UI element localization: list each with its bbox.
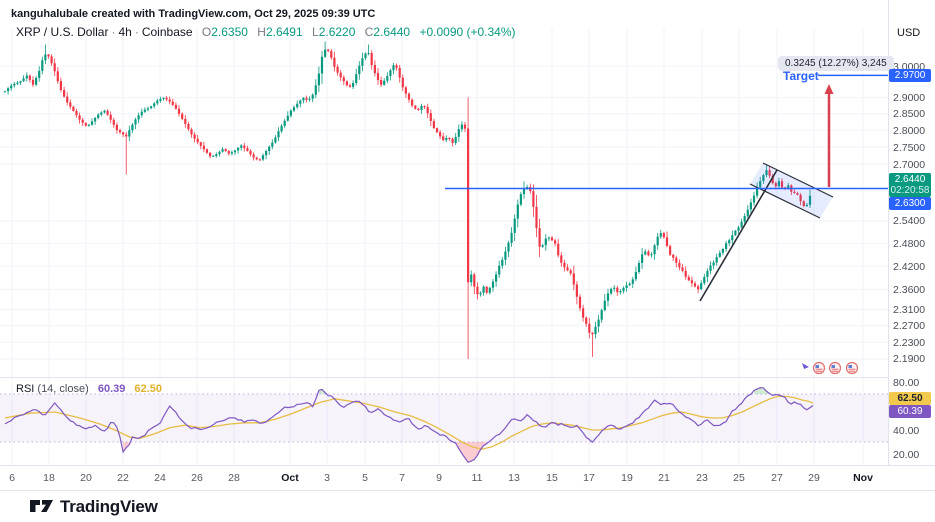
symbol-legend[interactable]: XRP / U.S. Dollar · 4h · Coinbase O2.6350 H2…	[16, 25, 516, 39]
axis-tick-label: 2.8000	[893, 124, 926, 137]
axis-tick-label: 9	[436, 472, 442, 484]
axis-tick-label: 2.2700	[893, 320, 926, 333]
rsi-ma-value: 62.50	[134, 383, 162, 395]
axis-tick-label: 2.5400	[893, 215, 926, 228]
axis-tick-label: 27	[771, 472, 783, 484]
axis-tick-label: 2.1900	[893, 353, 926, 366]
high-value: 2.6491	[265, 25, 303, 39]
low-value: 2.6220	[318, 25, 356, 39]
axis-tick-label: 2.7500	[893, 141, 926, 154]
axis-tick-label: 2.3100	[893, 303, 926, 316]
axis-tick-label: Oct	[281, 472, 299, 484]
axis-tick-label: 3	[324, 472, 330, 484]
rsi-legend[interactable]: RSI (14, close) 60.39 62.50	[16, 383, 162, 395]
axis-tick-label: 7	[399, 472, 405, 484]
measure-stats-badge[interactable]: 0.3245 (12.27%) 3,245	[778, 56, 894, 71]
close-value: 2.6440	[373, 25, 411, 39]
axis-tick-label: 25	[733, 472, 745, 484]
axis-tick-label: 15	[546, 472, 558, 484]
axis-tick-label: 19	[621, 472, 633, 484]
tradingview-logo[interactable]: TradingView	[30, 497, 158, 517]
axis-tick-label: 2.4200	[893, 260, 926, 273]
axis-tick-label: Nov	[853, 472, 873, 484]
axis-tick-label: 5	[362, 472, 368, 484]
axis-tick-label: 2.9000	[893, 92, 926, 105]
axis-tick-label: 2.7000	[893, 158, 926, 171]
axis-tick-label: 20.00	[893, 448, 920, 461]
axis-tick-label: 2.3600	[893, 283, 926, 296]
axis-tick-label: 26	[191, 472, 203, 484]
axis-tick-label: 23	[696, 472, 708, 484]
axis-tick-label: 17	[583, 472, 595, 484]
target-label[interactable]: Target	[783, 69, 819, 83]
exchange-label: Coinbase	[141, 25, 193, 39]
change-value: +0.0090 (+0.34%)	[419, 25, 516, 39]
price-badge-support: 2.6300	[889, 196, 931, 210]
high-label: H	[257, 25, 266, 39]
attribution-text: kanguhalubale created with TradingView.c…	[11, 8, 376, 20]
axis-tick-label: 24	[154, 472, 166, 484]
open-value: 2.6350	[211, 25, 248, 39]
brand-name: TradingView	[60, 497, 158, 516]
axis-tick-label: 80.00	[893, 376, 920, 389]
axis-tick-label: 2.8500	[893, 108, 926, 121]
axis-tick-label: 2.4800	[893, 237, 926, 250]
symbol-name: XRP / U.S. Dollar	[16, 25, 109, 39]
open-label: O	[201, 25, 212, 39]
axis-tick-label: 18	[43, 472, 55, 484]
axis-tick-label: 40.00	[893, 424, 920, 437]
axis-tick-label: 22	[117, 472, 129, 484]
close-label: C	[364, 25, 374, 39]
axis-tick-label: 21	[658, 472, 670, 484]
axis-tick-label: 29	[808, 472, 820, 484]
axis-tick-label: 20	[80, 472, 92, 484]
interval-label: 4h	[118, 25, 132, 39]
footer-bar: TradingView	[0, 490, 935, 522]
rsi-name: RSI	[16, 383, 35, 395]
bar-countdown: 02:20:58	[890, 184, 930, 196]
price-badge-current: 2.6440 02:20:58	[889, 172, 931, 197]
axis-tick-label: 13	[508, 472, 520, 484]
axis-tick-label: 28	[228, 472, 240, 484]
tradingview-logo-icon	[30, 500, 53, 512]
rsi-badge-ma: 62.50	[889, 392, 931, 405]
legend-separator: ·	[134, 25, 139, 39]
low-label: L	[312, 25, 319, 39]
rsi-badge-value: 60.39	[889, 404, 931, 418]
price-badge-target: 2.9700	[889, 68, 931, 82]
axis-tick-label: 2.2300	[893, 336, 926, 349]
rsi-value: 60.39	[97, 383, 126, 395]
rsi-params: (14, close)	[37, 383, 89, 395]
legend-separator: ·	[111, 25, 116, 39]
axis-tick-label: 6	[9, 472, 15, 484]
axis-tick-label: 11	[471, 472, 483, 484]
current-price-value: 2.6440	[894, 173, 926, 185]
currency-label: USD	[897, 27, 921, 39]
